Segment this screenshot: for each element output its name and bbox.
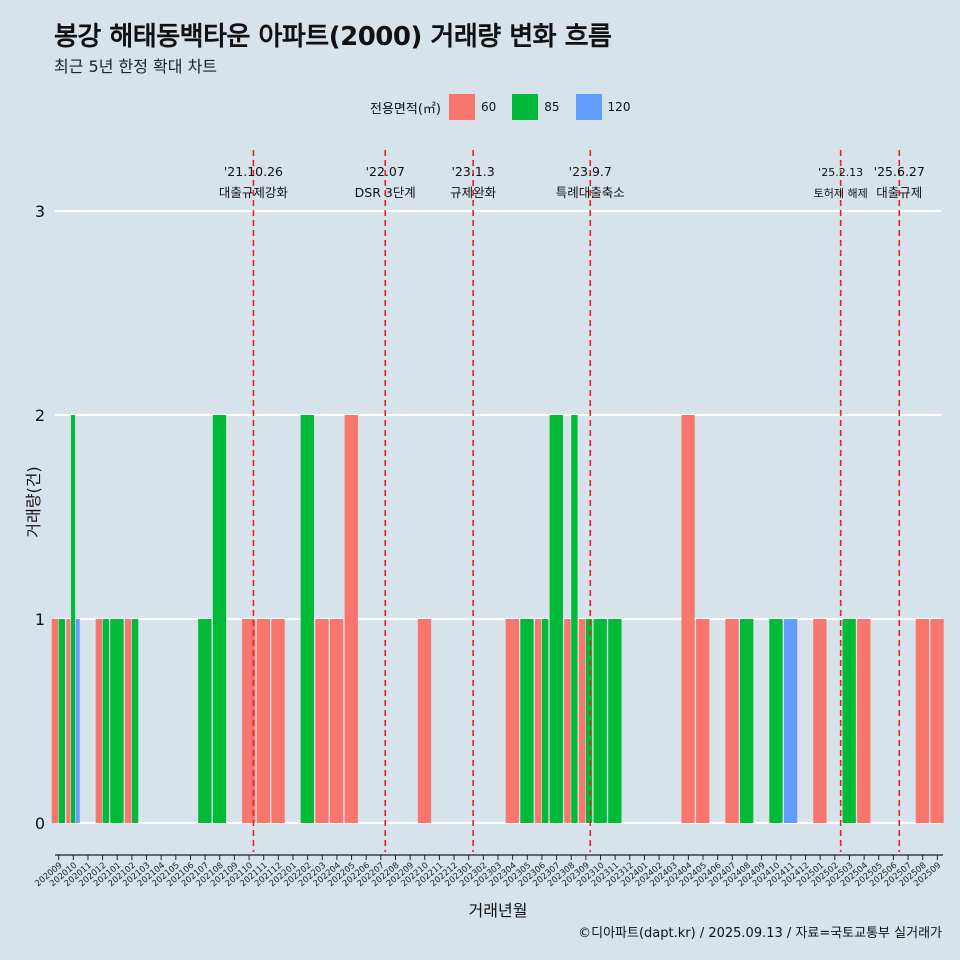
event-label-0: 대출규제강화	[219, 185, 289, 200]
bar-202309-60	[578, 619, 586, 823]
bar-202501-60	[813, 619, 827, 823]
legend-swatch-85	[512, 94, 539, 120]
legend-swatch-120	[575, 94, 602, 120]
bar-202202-85	[300, 415, 314, 823]
x-axis-title: 거래년월	[468, 901, 528, 920]
legend-item-60: 60	[448, 94, 502, 120]
bar-202107-85	[198, 619, 212, 823]
bar-202410-85	[769, 619, 783, 823]
event-label-2: 규제완화	[450, 185, 497, 200]
bar-202009-85	[58, 619, 66, 823]
bar-202504-60	[857, 619, 871, 823]
chart-title: 봉강 해태동백타운 아파트(2000) 거래량 변화 흐름	[54, 22, 612, 52]
bar-202305-85	[520, 619, 534, 823]
bar-202112-60	[271, 619, 285, 823]
y-tick-label-0: 0	[35, 814, 45, 833]
event-label-1: DSR 3단계	[355, 185, 416, 200]
bar-202306-60	[534, 619, 542, 823]
bar-202108-85	[212, 415, 227, 823]
bar-202405-60	[696, 619, 710, 823]
bar-202110-60	[242, 619, 256, 823]
bar-202304-60	[505, 619, 520, 823]
bar-202308-60	[564, 619, 571, 823]
bar-202009-60	[51, 619, 59, 823]
bar-202010-85	[70, 415, 76, 823]
bar-202407-60	[725, 619, 739, 823]
bar-202010-60	[66, 619, 71, 823]
event-label-3: 특례대출축소	[556, 185, 625, 200]
bar-202306-85	[541, 619, 549, 823]
event-date-5: '25.6.27	[874, 164, 925, 179]
bar-202101-85	[110, 619, 124, 823]
bar-202210-60	[417, 619, 432, 823]
bar-202102-85	[131, 619, 139, 823]
bar-202102-60	[124, 619, 132, 823]
bar-202404-60	[681, 415, 695, 823]
bar-202204-60	[329, 619, 344, 823]
bar-202408-85	[740, 619, 754, 823]
legend-swatch-60	[448, 94, 475, 120]
bar-202509-60	[930, 619, 944, 823]
bar-202503-85	[842, 619, 856, 823]
bar-202411-120	[783, 619, 798, 823]
caption: ©디아파트(dapt.kr) / 2025.09.13 / 자료=국토교통부 실…	[578, 926, 942, 941]
y-tick-label-3: 3	[35, 202, 45, 221]
legend-label-60: 60	[480, 100, 497, 114]
event-date-3: '23.9.7	[569, 164, 612, 179]
event-date-1: '22.07	[366, 164, 405, 179]
legend-label-85: 85	[544, 100, 560, 114]
bar-202203-60	[315, 619, 329, 823]
legend-item-85: 85	[512, 94, 565, 120]
legend-title: 전용면적(㎡)	[370, 101, 441, 117]
event-label-5: 대출규제	[876, 185, 922, 200]
bar-202508-60	[915, 619, 930, 823]
legend-label-120: 120	[607, 100, 631, 114]
y-tick-label-1: 1	[35, 610, 45, 629]
bar-202309-85	[585, 619, 593, 823]
y-tick-label-2: 2	[35, 406, 45, 425]
legend-item-120: 120	[575, 94, 637, 120]
y-axis-title: 거래량(건)	[24, 466, 43, 538]
bar-202012-85	[102, 619, 109, 823]
bar-202310-85	[593, 619, 607, 823]
bar-202307-85	[549, 415, 563, 823]
event-label-4: 토허제 해제	[814, 186, 868, 200]
bar-202010-120	[75, 619, 80, 823]
legend: 전용면적(㎡) 60 85 120	[370, 93, 646, 121]
chart-subtitle: 최근 5년 한정 확대 차트	[54, 57, 218, 76]
event-date-2: '23.1.3	[452, 164, 495, 179]
bar-202111-60	[256, 619, 271, 823]
event-date-0: '21.10.26	[224, 164, 283, 179]
bar-202205-60	[344, 415, 358, 823]
event-date-4: '25.2.13	[818, 166, 863, 179]
bar-202311-85	[608, 619, 622, 823]
bar-202012-60	[95, 619, 102, 823]
bar-202308-85	[571, 415, 578, 823]
